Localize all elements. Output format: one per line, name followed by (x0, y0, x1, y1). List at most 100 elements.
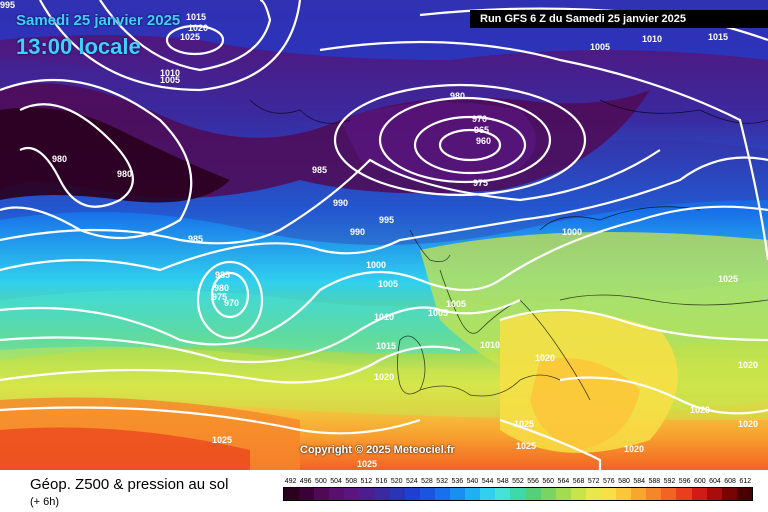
scale-swatch (344, 488, 360, 500)
scale-swatch (284, 488, 300, 500)
scale-swatch (465, 488, 481, 500)
isobar-label: 990 (350, 227, 365, 237)
scale-label: 540 (466, 478, 479, 485)
scale-label: 612 (739, 478, 752, 485)
legend-panel: Géop. Z500 & pression au sol (+ 6h) 492 4… (0, 470, 768, 512)
scale-swatch (480, 488, 496, 500)
scale-swatch (314, 488, 330, 500)
color-scale-bar (283, 487, 753, 501)
parameter-title: Géop. Z500 & pression au sol (30, 476, 229, 493)
isobar-label: 1020 (188, 23, 208, 33)
isobar-label: 985 (312, 165, 327, 175)
scale-label: 500 (315, 478, 327, 485)
isobar-label: 1025 (516, 441, 536, 451)
isobar-label: 1000 (366, 260, 386, 270)
isobar-label: 1020 (738, 419, 758, 429)
scale-swatch (691, 488, 707, 500)
isobar-label: 985 (188, 234, 203, 244)
isobar-label: 995 (379, 215, 394, 225)
color-scale-labels: 492 496 500 504 508 512 516 520 524 528 532 536 540 5… (283, 478, 753, 485)
isobar-label: 990 (333, 198, 348, 208)
scale-label: 572 (587, 478, 600, 485)
isobar-label: 980 (450, 91, 465, 101)
scale-swatch (706, 488, 722, 500)
scale-label: 556 (527, 478, 539, 485)
scale-label: 524 (405, 478, 418, 485)
forecast-date: Samedi 25 janvier 2025 (16, 12, 181, 29)
scale-swatch (540, 488, 556, 500)
scale-swatch (570, 488, 586, 500)
scale-label: 584 (633, 478, 646, 485)
isobar-label: 1005 (378, 279, 398, 289)
scale-swatch (616, 488, 632, 500)
scale-label: 592 (663, 478, 676, 485)
scale-swatch (329, 488, 345, 500)
isobar-label: 1005 (446, 299, 466, 309)
scale-label: 600 (693, 478, 706, 485)
isobar-label: 1020 (738, 360, 758, 370)
isobar-label: 970 (224, 298, 239, 308)
isobar-label: 980 (117, 169, 132, 179)
color-scale: 492 496 500 504 508 512 516 520 524 528 532 536 540 5… (283, 478, 753, 501)
forecast-offset: (+ 6h) (30, 496, 60, 508)
isobar-label: 1020 (374, 372, 394, 382)
scale-swatch (661, 488, 677, 500)
scale-label: 544 (481, 478, 494, 485)
scale-swatch (359, 488, 375, 500)
isobar-label: 975 (473, 178, 488, 188)
isobar-label: 1020 (624, 444, 644, 454)
isobar-label: 1015 (376, 341, 396, 351)
scale-swatch (299, 488, 315, 500)
scale-label: 564 (557, 478, 570, 485)
scale-swatch (374, 488, 390, 500)
scale-swatch (389, 488, 405, 500)
isobar-label: 960 (476, 136, 491, 146)
scale-swatch (631, 488, 647, 500)
scale-label: 552 (512, 478, 524, 485)
isobar-label: 995 (0, 0, 15, 10)
scale-swatch (676, 488, 692, 500)
isobar-label: 1015 (708, 32, 728, 42)
scale-swatch (450, 488, 466, 500)
scale-label: 548 (496, 478, 509, 485)
isobar-label: 980 (214, 283, 229, 293)
scale-swatch (419, 488, 435, 500)
isobar-label: 1025 (514, 419, 534, 429)
scale-swatch (495, 488, 511, 500)
isobar-label: 1020 (535, 353, 555, 363)
scale-label: 580 (618, 478, 630, 485)
isobar-label: 1010 (642, 34, 662, 44)
scale-label: 532 (436, 478, 448, 485)
isobar-label: 1010 (160, 68, 180, 78)
scale-swatch (525, 488, 541, 500)
scale-swatch (434, 488, 451, 500)
isobar-label: 975 (212, 292, 227, 302)
scale-swatch (510, 488, 526, 500)
scale-label: 504 (330, 478, 342, 485)
isobar-label: 980 (52, 154, 67, 164)
scale-label: 512 (360, 478, 373, 485)
scale-label: 496 (299, 478, 312, 485)
scale-swatch (646, 488, 662, 500)
scale-label: 528 (421, 478, 433, 485)
scale-label: 588 (648, 478, 661, 485)
forecast-time: 13:00 locale (16, 34, 141, 59)
scale-swatch (404, 488, 420, 500)
isobar-label: 1005 (160, 75, 180, 85)
scale-label: 576 (603, 478, 615, 485)
scale-label: 492 (284, 478, 297, 485)
isobar-label: 1005 (590, 42, 610, 52)
isobar-label: 1025 (718, 274, 738, 284)
isobar-label: 970 (472, 114, 487, 124)
run-info-banner: Run GFS 6 Z du Samedi 25 janvier 2025 (470, 10, 768, 28)
isobar-label: 985 (215, 270, 230, 280)
scale-swatch (555, 488, 571, 500)
scale-swatch (600, 488, 617, 500)
isobar-label: 1015 (186, 12, 206, 22)
scale-label: 508 (345, 478, 358, 485)
scale-label: 596 (678, 478, 691, 485)
scale-label: 568 (572, 478, 585, 485)
copyright-text: Copyright © 2025 Meteociel.fr (300, 444, 455, 456)
scale-label: 608 (724, 478, 736, 485)
